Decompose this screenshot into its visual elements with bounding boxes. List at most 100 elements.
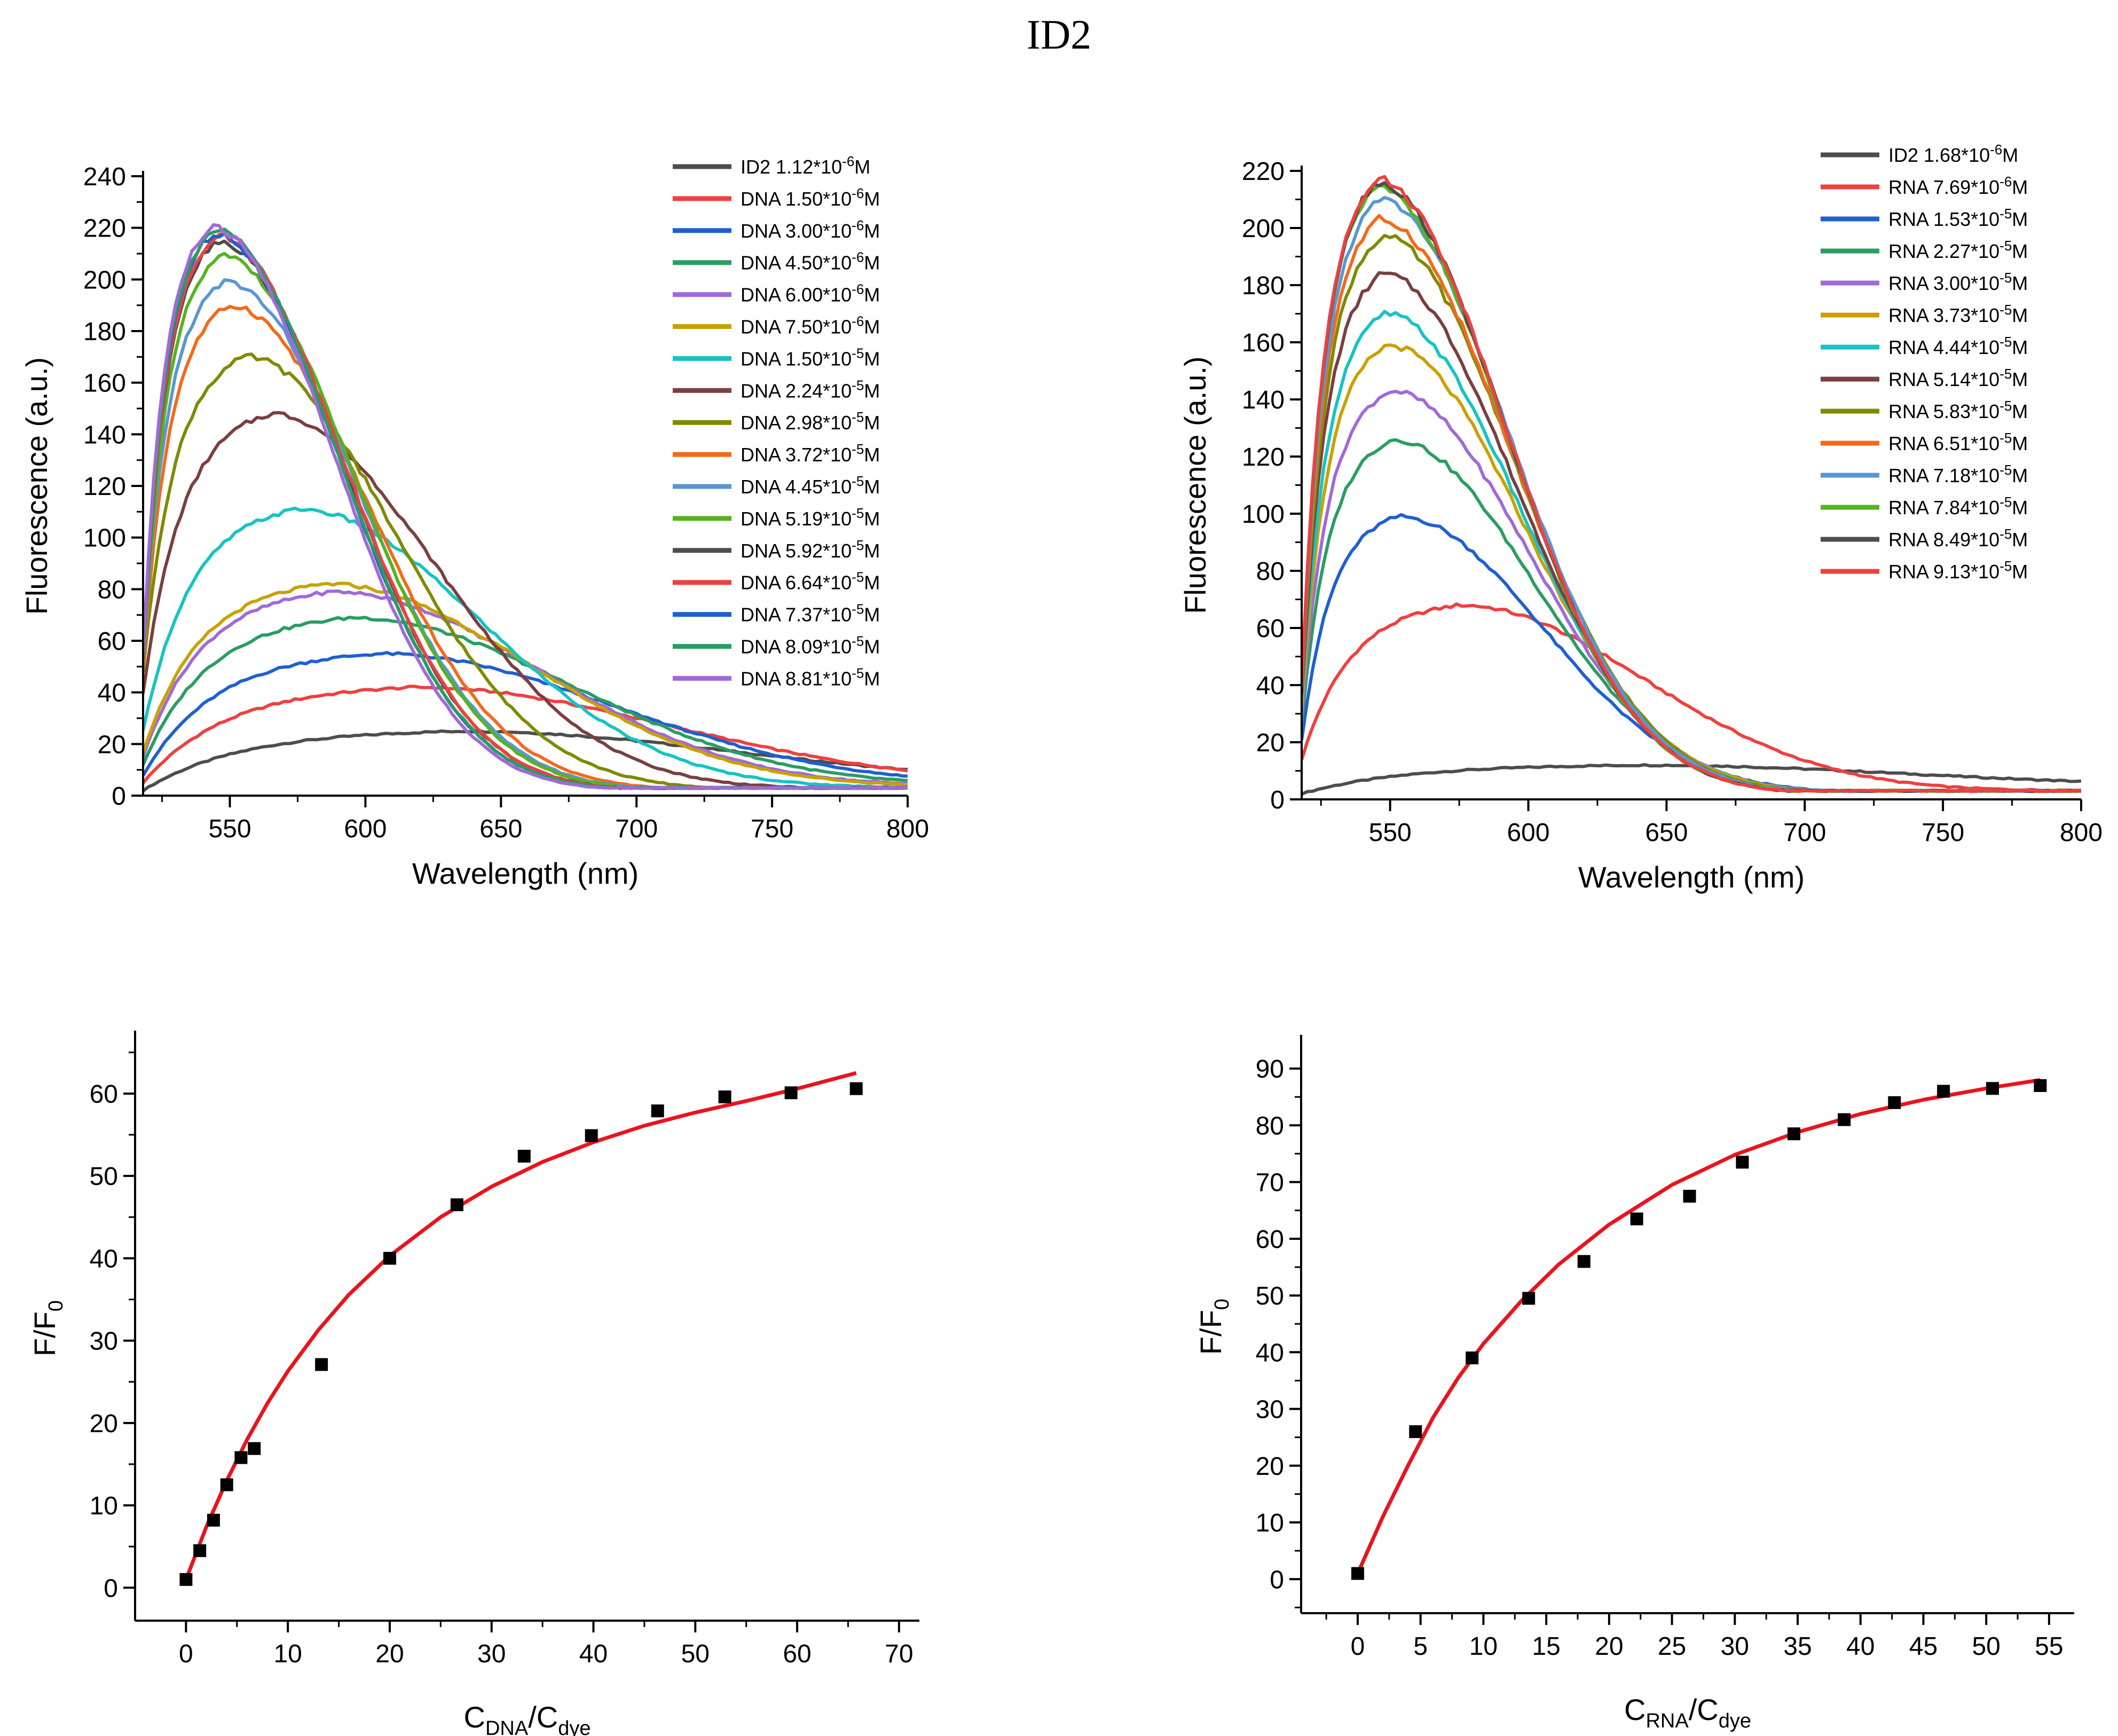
y-tick-label: 40	[90, 1245, 118, 1273]
series-line	[143, 616, 908, 782]
legend-label: RNA 3.00*10-5M	[1888, 270, 2028, 294]
y-tick-label: 60	[90, 1080, 118, 1109]
x-axis-label: Wavelength (nm)	[1578, 860, 1805, 894]
data-point	[1577, 1255, 1591, 1268]
data-point	[1787, 1127, 1800, 1141]
legend-label: RNA 7.84*10-5M	[1888, 494, 2028, 519]
fit-curve	[184, 1071, 857, 1581]
y-tick-label: 100	[1242, 500, 1285, 529]
legend-label: DNA 6.64*10-5M	[741, 569, 880, 594]
data-point	[718, 1090, 731, 1104]
data-point	[517, 1150, 531, 1163]
y-tick-label: 10	[1256, 1509, 1284, 1537]
legend-label: RNA 9.13*10-5M	[1888, 558, 2028, 583]
y-tick-label: 50	[90, 1162, 118, 1191]
x-tick-label: 50	[681, 1640, 710, 1668]
x-tick-label: 600	[344, 815, 387, 843]
x-tick-label: 40	[1846, 1632, 1875, 1661]
y-tick-label: 120	[83, 473, 126, 501]
x-tick-label: 0	[179, 1640, 193, 1668]
x-tick-label: 700	[615, 815, 658, 843]
y-tick-label: 120	[1242, 443, 1285, 472]
y-tick-label: 90	[1256, 1055, 1284, 1083]
x-tick-label: 20	[375, 1640, 404, 1668]
series-line	[143, 685, 908, 784]
legend-label: RNA 4.44*10-5M	[1888, 334, 2028, 358]
y-tick-label: 80	[1256, 1112, 1284, 1140]
series-line	[1302, 175, 2081, 794]
x-tick-label: 20	[1595, 1632, 1623, 1661]
x-axis-label: CDNA/Cdye	[464, 1700, 591, 1736]
series-line	[143, 223, 908, 790]
chart-dna-spectra: 550 600 650 700 750 800 0 20 40 60 80 100 120 140 160 1…	[20, 153, 929, 890]
y-tick-label: 80	[98, 576, 126, 604]
y-tick-label: 140	[1242, 386, 1285, 414]
data-point	[1736, 1156, 1749, 1169]
legend-label: RNA 3.73*10-5M	[1888, 302, 2028, 326]
data-point	[1630, 1212, 1643, 1226]
y-tick-label: 30	[90, 1327, 118, 1356]
data-point	[1838, 1113, 1851, 1126]
x-axis-label: Wavelength (nm)	[412, 857, 639, 890]
legend-label: DNA 6.00*10-6M	[741, 281, 880, 306]
y-tick-label: 220	[83, 215, 126, 243]
x-tick-label: 10	[1469, 1632, 1498, 1661]
legend-label: RNA 8.49*10-5M	[1888, 526, 2028, 551]
y-tick-label: 10	[90, 1492, 118, 1520]
y-tick-label: 20	[1256, 729, 1285, 757]
y-tick-label: 60	[1256, 615, 1285, 643]
x-tick-label: 800	[886, 815, 929, 843]
fit-curve	[1356, 1078, 2041, 1575]
y-tick-label: 200	[1242, 215, 1285, 243]
y-tick-label: 0	[104, 1574, 118, 1603]
legend-label: DNA 3.72*10-5M	[741, 441, 880, 466]
data-point	[1888, 1096, 1901, 1109]
x-axis-label: CRNA/Cdye	[1624, 1693, 1751, 1732]
series-group	[1302, 175, 2081, 796]
data-point	[1522, 1292, 1536, 1305]
legend-label: DNA 1.50*10-6M	[741, 185, 880, 210]
y-tick-label: 160	[83, 370, 126, 398]
y-tick-label: 40	[1256, 1339, 1284, 1367]
legend-label: DNA 2.24*10-5M	[741, 377, 880, 402]
data-point	[2034, 1079, 2047, 1092]
y-tick-label: 220	[1242, 158, 1285, 186]
data-point	[248, 1442, 261, 1455]
legend-label: DNA 4.50*10-6M	[741, 249, 880, 274]
y-tick-label: 160	[1242, 329, 1285, 357]
data-point	[220, 1478, 233, 1491]
y-tick-label: 30	[1256, 1396, 1284, 1424]
legend-label: DNA 2.98*10-5M	[741, 409, 880, 434]
chart-rna-spectra: 550 600 650 700 750 800 0 20 40 60 80 100 120 140 160 1…	[1178, 142, 2103, 894]
legend-label: RNA 7.18*10-5M	[1888, 462, 2028, 486]
data-point	[234, 1451, 248, 1464]
x-tick-label: 550	[1369, 819, 1412, 847]
data-point	[1937, 1085, 1950, 1098]
legend-label: RNA 5.83*10-5M	[1888, 398, 2028, 422]
y-tick-label: 180	[83, 318, 126, 346]
data-point	[651, 1104, 664, 1118]
data-point	[315, 1358, 328, 1371]
legend-label: RNA 2.27*10-5M	[1888, 238, 2028, 262]
x-tick-label: 60	[783, 1640, 811, 1668]
legend-label: DNA 5.19*10-5M	[741, 505, 880, 530]
data-point	[1986, 1082, 1999, 1095]
data-point	[383, 1252, 396, 1265]
x-tick-label: 35	[1783, 1632, 1812, 1661]
x-tick-label: 700	[1783, 819, 1826, 847]
data-point	[849, 1082, 863, 1095]
legend-label: RNA 7.69*10-6M	[1888, 174, 2028, 198]
y-tick-label: 100	[83, 524, 126, 553]
legend-label: ID2 1.12*10-6M	[741, 153, 870, 178]
x-tick-label: 10	[273, 1640, 302, 1668]
data-point	[585, 1129, 598, 1142]
data-point	[1409, 1425, 1422, 1439]
legend-label: ID2 1.68*10-6M	[1888, 142, 2018, 166]
x-tick-label: 50	[1972, 1632, 2000, 1661]
x-tick-label: 600	[1507, 819, 1549, 847]
y-tick-label: 20	[90, 1410, 118, 1438]
figure-title: ID2	[1026, 11, 1092, 58]
chart-rna-titration: 0 5 10 15 20 25 30 35 40 45 50 55 0 10 20 30 40 50 60 70 80 9…	[1194, 1035, 2074, 1732]
data-point	[193, 1544, 207, 1557]
data-point	[179, 1573, 193, 1586]
